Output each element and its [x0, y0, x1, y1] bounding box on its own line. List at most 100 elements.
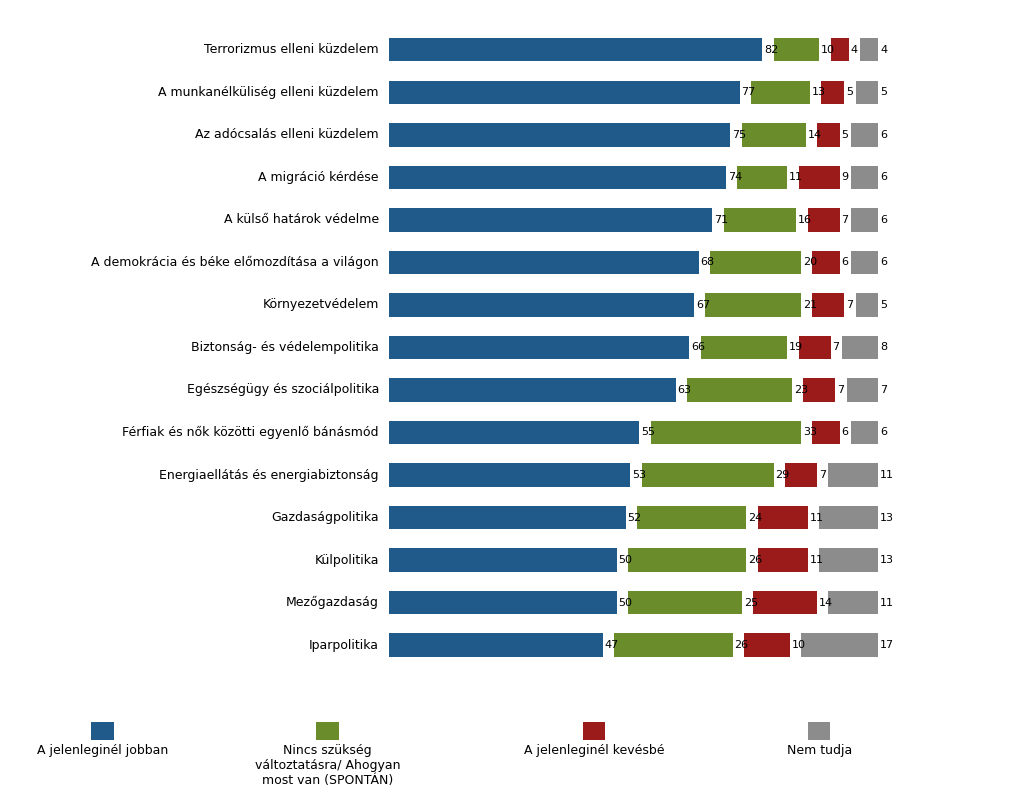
Bar	[819, 506, 879, 529]
Text: 63: 63	[678, 385, 691, 395]
Text: 33: 33	[803, 427, 817, 437]
Bar	[389, 336, 689, 359]
Text: 68: 68	[700, 258, 715, 267]
Bar	[389, 591, 616, 614]
Bar	[628, 549, 746, 572]
Bar	[389, 123, 730, 146]
Bar	[860, 38, 879, 61]
Bar	[389, 293, 694, 317]
Text: A migráció kérdése: A migráció kérdése	[258, 170, 379, 184]
Bar	[801, 633, 879, 657]
Text: 13: 13	[881, 555, 894, 565]
Bar	[741, 123, 806, 146]
Bar	[851, 166, 879, 189]
Bar	[851, 123, 879, 146]
Text: 7: 7	[846, 300, 853, 310]
Bar	[812, 421, 840, 444]
Bar	[847, 378, 879, 402]
Bar	[389, 250, 698, 274]
Text: 5: 5	[881, 300, 887, 310]
Text: Nem tudja: Nem tudja	[786, 744, 852, 757]
Bar	[389, 208, 713, 232]
Bar	[389, 421, 639, 444]
Bar	[828, 463, 879, 486]
Text: 26: 26	[749, 555, 762, 565]
Bar	[687, 378, 792, 402]
Text: Gazdaságpolitika: Gazdaságpolitika	[271, 511, 379, 524]
Bar	[819, 549, 879, 572]
Text: Egészségügy és szociálpolitika: Egészségügy és szociálpolitika	[186, 384, 379, 397]
Text: 7: 7	[881, 385, 888, 395]
Bar	[856, 81, 879, 104]
Bar	[754, 591, 817, 614]
Bar	[744, 633, 790, 657]
Bar	[812, 250, 840, 274]
Text: Az adócsalás elleni küzdelem: Az adócsalás elleni küzdelem	[196, 128, 379, 141]
Text: 24: 24	[749, 512, 763, 523]
Text: 11: 11	[881, 470, 894, 480]
Bar	[637, 506, 746, 529]
Text: 6: 6	[881, 258, 887, 267]
Text: 17: 17	[881, 640, 894, 650]
Bar	[812, 293, 844, 317]
Text: 4: 4	[851, 44, 858, 55]
Bar	[808, 208, 840, 232]
Text: 14: 14	[819, 598, 833, 608]
Text: 52: 52	[628, 512, 642, 523]
Text: Nincs szükség
változtatásra/ Ahogyan
most van (SPONTÁN): Nincs szükség változtatásra/ Ahogyan mos…	[255, 744, 400, 787]
Text: 7: 7	[837, 385, 844, 395]
Bar	[856, 293, 879, 317]
Bar	[389, 633, 603, 657]
Bar	[830, 38, 849, 61]
Bar	[628, 591, 741, 614]
Bar	[751, 81, 810, 104]
Bar	[389, 506, 626, 529]
Text: 50: 50	[618, 598, 633, 608]
Bar	[758, 549, 808, 572]
Text: 13: 13	[881, 512, 894, 523]
Text: A jelenleginél jobban: A jelenleginél jobban	[37, 744, 168, 757]
Text: 14: 14	[807, 130, 821, 140]
Bar	[758, 506, 808, 529]
Bar	[817, 123, 840, 146]
Text: 10: 10	[821, 44, 835, 55]
Text: A munkanélküliség elleni küzdelem: A munkanélküliség elleni küzdelem	[159, 86, 379, 99]
Text: 7: 7	[819, 470, 826, 480]
Text: 55: 55	[641, 427, 655, 437]
Text: 20: 20	[803, 258, 817, 267]
Text: 26: 26	[734, 640, 749, 650]
Text: 16: 16	[799, 215, 812, 225]
Text: 21: 21	[803, 300, 817, 310]
Bar	[389, 378, 676, 402]
Bar	[821, 81, 844, 104]
Bar	[828, 591, 879, 614]
Text: 66: 66	[691, 343, 706, 352]
Bar	[724, 208, 797, 232]
Text: 77: 77	[741, 87, 756, 97]
Text: A demokrácia és béke előmozdítása a világon: A demokrácia és béke előmozdítása a vilá…	[91, 256, 379, 269]
Text: Terrorizmus elleni küzdelem: Terrorizmus elleni küzdelem	[204, 44, 379, 57]
Text: Környezetvédelem: Környezetvédelem	[262, 298, 379, 311]
Text: 13: 13	[812, 87, 826, 97]
Text: 25: 25	[743, 598, 758, 608]
Text: 7: 7	[842, 215, 849, 225]
Bar	[851, 208, 879, 232]
Text: Biztonság- és védelempolitika: Biztonság- és védelempolitika	[191, 341, 379, 354]
Bar	[803, 378, 836, 402]
Text: 7: 7	[833, 343, 840, 352]
Text: 6: 6	[842, 427, 849, 437]
Text: 11: 11	[810, 555, 823, 565]
Text: 6: 6	[881, 130, 887, 140]
Bar	[389, 166, 726, 189]
Text: 50: 50	[618, 555, 633, 565]
Bar	[774, 38, 819, 61]
Bar	[799, 166, 840, 189]
Bar	[700, 336, 787, 359]
Text: A külső határok védelme: A külső határok védelme	[224, 213, 379, 226]
Bar	[706, 293, 801, 317]
Text: 29: 29	[775, 470, 790, 480]
Text: Férfiak és nők közötti egyenlő bánásmód: Férfiak és nők közötti egyenlő bánásmód	[123, 426, 379, 439]
Text: A jelenleginél kevésbé: A jelenleginél kevésbé	[523, 744, 665, 757]
Bar	[851, 421, 879, 444]
Text: Energiaellátás és energiabiztonság: Energiaellátás és energiabiztonság	[160, 469, 379, 482]
